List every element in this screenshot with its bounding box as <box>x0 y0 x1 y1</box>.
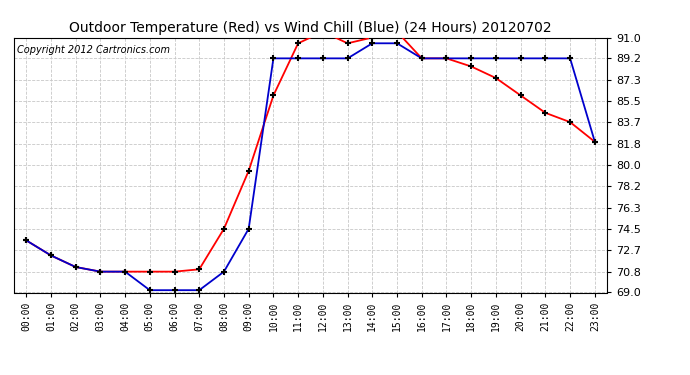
Title: Outdoor Temperature (Red) vs Wind Chill (Blue) (24 Hours) 20120702: Outdoor Temperature (Red) vs Wind Chill … <box>69 21 552 35</box>
Text: Copyright 2012 Cartronics.com: Copyright 2012 Cartronics.com <box>17 45 170 55</box>
